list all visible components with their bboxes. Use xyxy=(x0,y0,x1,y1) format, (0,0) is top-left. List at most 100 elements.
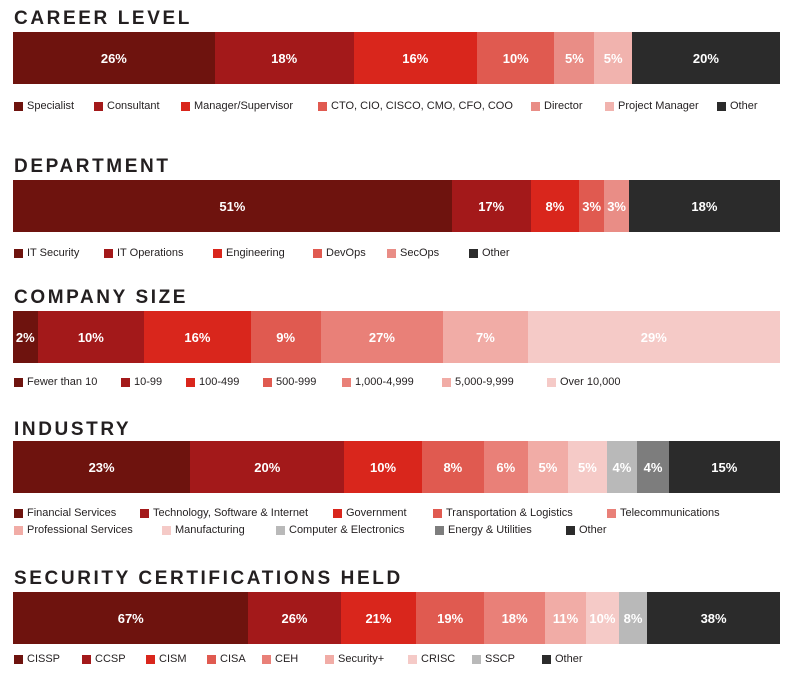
legend-item: Financial Services xyxy=(14,506,116,520)
legend-item: CISSP xyxy=(14,652,60,666)
legend-swatch xyxy=(408,654,417,664)
bar-segment: 51% xyxy=(13,180,452,232)
legend-label: Manufacturing xyxy=(175,524,245,536)
bar-segment: 5% xyxy=(568,441,607,493)
bar-segment: 18% xyxy=(628,180,780,232)
bar-segment: 3% xyxy=(579,180,605,232)
data-label: 29% xyxy=(640,329,667,345)
legend-item: Project Manager xyxy=(605,99,699,113)
legend-label: Other xyxy=(730,100,758,112)
data-label: 17% xyxy=(478,198,505,214)
legend-item: Other xyxy=(542,652,583,666)
legend-item: Other xyxy=(469,246,510,260)
legend-swatch xyxy=(14,654,23,664)
data-label: 23% xyxy=(88,459,115,475)
bar-segment: 10% xyxy=(344,441,422,493)
legend-swatch xyxy=(542,654,551,664)
bar-segment: 15% xyxy=(668,441,780,493)
bar-segment: 4% xyxy=(606,441,638,493)
legend-item: Consultant xyxy=(94,99,160,113)
legend-label: Other xyxy=(555,653,583,665)
legend-item: 10-99 xyxy=(121,375,162,389)
bar-segment: 5% xyxy=(527,441,569,493)
legend-label: Government xyxy=(346,507,407,519)
bar-segment: 4% xyxy=(637,441,669,493)
data-label: 3% xyxy=(607,198,626,214)
legend-swatch xyxy=(318,101,327,111)
legend-label: CEH xyxy=(275,653,299,665)
data-label: 5% xyxy=(603,50,623,66)
legend-label: Other xyxy=(579,524,607,536)
legend-swatch xyxy=(472,654,481,664)
legend-swatch xyxy=(140,508,149,518)
legend-label: Professional Services xyxy=(27,524,133,536)
bar-segment: 26% xyxy=(248,592,341,644)
legend-item: Technology, Software & Internet xyxy=(140,506,308,520)
legend-label: Security+ xyxy=(338,653,385,665)
bar-segment: 20% xyxy=(190,441,345,493)
data-label: 21% xyxy=(365,610,392,626)
data-label: 10% xyxy=(589,610,616,626)
data-label: 38% xyxy=(700,610,727,626)
bar-segment: 16% xyxy=(353,32,478,84)
legend-item: CCSP xyxy=(82,652,126,666)
chart-title: SECURITY CERTIFICATIONS HELD xyxy=(14,568,403,589)
data-label: 26% xyxy=(100,50,127,66)
legend-item: Engineering xyxy=(213,246,285,260)
data-label: 11% xyxy=(552,610,579,626)
data-label: 16% xyxy=(402,50,429,66)
legend-swatch xyxy=(605,101,614,111)
legend-swatch xyxy=(162,525,171,535)
legend-swatch xyxy=(14,508,23,518)
legend-swatch xyxy=(547,377,556,387)
legend-item: Manager/Supervisor xyxy=(181,99,293,113)
legend-item: CTO, CIO, CISCO, CMO, CFO, COO xyxy=(318,99,513,113)
legend-label: Transportation & Logistics xyxy=(446,507,573,519)
data-label: 4% xyxy=(612,459,632,475)
legend-item: IT Operations xyxy=(104,246,183,260)
bar-segment: 2% xyxy=(13,311,38,363)
bar-segment: 18% xyxy=(483,592,546,644)
bar-segment: 18% xyxy=(214,32,354,84)
data-label: 3% xyxy=(582,198,602,214)
bar-segment: 10% xyxy=(37,311,145,363)
legend-swatch xyxy=(207,654,216,664)
legend-label: CCSP xyxy=(95,653,126,665)
legend-item: Transportation & Logistics xyxy=(433,506,573,520)
chart-title: INDUSTRY xyxy=(14,419,132,440)
legend-label: 100-499 xyxy=(199,376,240,388)
data-label: 27% xyxy=(368,329,395,345)
chart-title: COMPANY SIZE xyxy=(14,287,189,308)
legend-label: Director xyxy=(544,100,583,112)
stacked-bar: 51% 17% 8% 3% 3% 18% xyxy=(13,180,780,232)
legend-swatch xyxy=(276,525,285,535)
legend-item: SSCP xyxy=(472,652,515,666)
legend-swatch xyxy=(717,101,726,111)
data-label: 18% xyxy=(271,50,298,66)
legend-label: SSCP xyxy=(485,653,515,665)
legend-label: CISA xyxy=(220,653,246,665)
legend-label: CRISC xyxy=(421,653,456,665)
data-label: 5% xyxy=(565,50,584,66)
bar-segment: 10% xyxy=(585,592,619,644)
legend-item: Computer & Electronics xyxy=(276,523,405,537)
legend-item: Fewer than 10 xyxy=(14,375,97,389)
legend-swatch xyxy=(435,525,444,535)
legend-swatch xyxy=(262,654,271,664)
data-label: 26% xyxy=(281,610,308,626)
bar-segment: 67% xyxy=(13,592,249,644)
legend-swatch xyxy=(213,248,222,258)
data-label: 8% xyxy=(443,459,463,475)
legend-swatch xyxy=(14,248,23,258)
chart-title: CAREER LEVEL xyxy=(14,8,192,29)
data-label: 10% xyxy=(502,50,529,66)
data-label: 4% xyxy=(643,459,663,475)
data-label: 19% xyxy=(437,610,464,626)
legend-item: IT Security xyxy=(14,246,79,260)
legend-label: SecOps xyxy=(400,247,440,259)
data-label: 8% xyxy=(545,198,565,214)
legend-swatch xyxy=(121,377,130,387)
legend-label: CISM xyxy=(159,653,187,665)
legend-label: Fewer than 10 xyxy=(27,376,98,388)
legend-swatch xyxy=(94,101,103,111)
